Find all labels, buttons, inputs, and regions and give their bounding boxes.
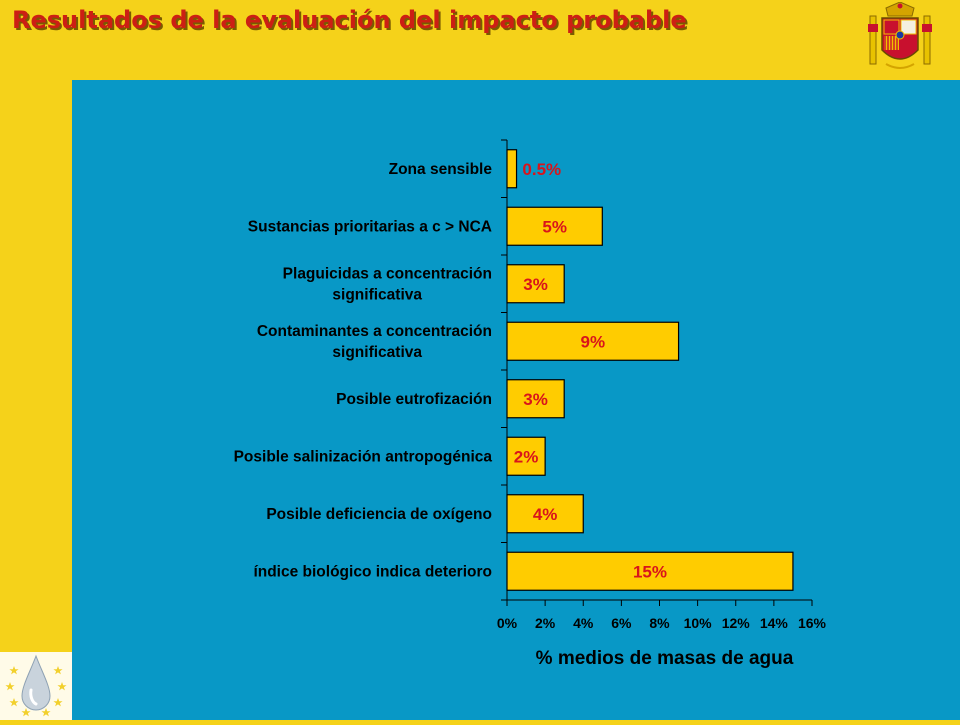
data-label: 2% — [514, 447, 539, 466]
data-label: 0.5% — [522, 160, 561, 179]
data-label: 5% — [542, 217, 567, 236]
x-tick-label: 14% — [760, 615, 789, 631]
x-tick-label: 4% — [573, 615, 594, 631]
spain-coat-of-arms-icon — [868, 2, 932, 69]
bar — [506, 551, 794, 591]
category-label: Contaminantes a concentración significati… — [257, 323, 492, 361]
category-label: Posible eutrofización — [336, 391, 492, 408]
x-tick-label: 16% — [798, 615, 827, 631]
category-label: Zona sensible — [389, 161, 493, 178]
x-tick-label: 0% — [497, 615, 518, 631]
bar — [506, 436, 546, 476]
category-label: Posible salinización antropogénica — [234, 448, 493, 465]
category-label: Plaguicidas a concentración significativa — [283, 265, 492, 303]
bar — [506, 206, 603, 246]
data-label: 9% — [580, 332, 605, 351]
water-drop-eu-stars-logo-icon — [0, 652, 72, 720]
data-label: 3% — [523, 275, 548, 294]
x-tick-label: 10% — [684, 615, 713, 631]
slide-title: Resultados de la evaluación del impacto … — [12, 6, 687, 34]
data-label: 3% — [523, 390, 548, 409]
bar — [506, 321, 680, 361]
x-tick-label: 6% — [611, 615, 632, 631]
x-tick-label: 2% — [535, 615, 556, 631]
bar — [506, 264, 565, 304]
x-axis-title: % medios de masas de agua — [536, 648, 794, 669]
data-label: 4% — [533, 505, 558, 524]
category-label: Posible deficiencia de oxígeno — [266, 506, 492, 523]
data-label: 15% — [633, 562, 667, 581]
category-label: índice biológico indica deterioro — [253, 563, 492, 580]
bar — [506, 494, 584, 534]
bar — [506, 149, 518, 189]
category-label: Sustancias prioritarias a c > NCA — [248, 218, 492, 235]
slide-header: Resultados de la evaluación del impacto … — [0, 0, 960, 80]
bar — [506, 379, 565, 419]
x-tick-label: 8% — [649, 615, 670, 631]
x-tick-label: 12% — [722, 615, 751, 631]
